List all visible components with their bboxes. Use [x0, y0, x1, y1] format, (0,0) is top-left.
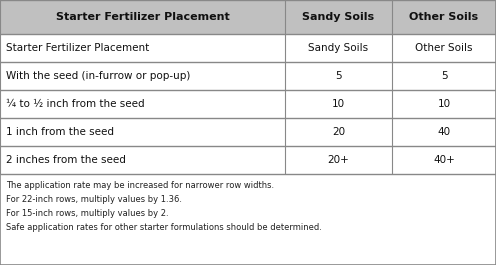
Text: Sandy Soils: Sandy Soils	[309, 43, 369, 53]
Text: 1 inch from the seed: 1 inch from the seed	[6, 127, 114, 137]
Bar	[0, 34, 285, 62]
Text: ¼ to ½ inch from the seed: ¼ to ½ inch from the seed	[6, 99, 145, 109]
Bar	[285, 0, 392, 34]
Text: 40+: 40+	[433, 155, 455, 165]
Bar	[392, 0, 496, 34]
Text: Safe application rates for other starter formulations should be determined.: Safe application rates for other starter…	[6, 223, 322, 232]
Bar	[285, 90, 392, 118]
Bar	[0, 118, 285, 146]
Bar	[392, 90, 496, 118]
Text: 20: 20	[332, 127, 345, 137]
Text: Starter Fertilizer Placement: Starter Fertilizer Placement	[56, 12, 229, 22]
Text: Other Soils: Other Soils	[415, 43, 473, 53]
Text: Other Soils: Other Soils	[409, 12, 479, 22]
Text: 10: 10	[332, 99, 345, 109]
Bar	[285, 118, 392, 146]
Bar	[392, 34, 496, 62]
Text: 40: 40	[437, 127, 450, 137]
Bar	[392, 62, 496, 90]
Text: For 22-inch rows, multiply values by 1.36.: For 22-inch rows, multiply values by 1.3…	[6, 196, 182, 205]
Bar	[0, 0, 285, 34]
Bar	[0, 62, 285, 90]
Text: 5: 5	[335, 71, 342, 81]
Text: 20+: 20+	[328, 155, 349, 165]
Bar	[0, 146, 285, 174]
Bar	[285, 146, 392, 174]
Text: Sandy Soils: Sandy Soils	[303, 12, 374, 22]
Bar	[285, 62, 392, 90]
Text: 10: 10	[437, 99, 450, 109]
Bar	[392, 146, 496, 174]
Text: The application rate may be increased for narrower row widths.: The application rate may be increased fo…	[6, 182, 274, 191]
Text: For 15-inch rows, multiply values by 2.: For 15-inch rows, multiply values by 2.	[6, 210, 169, 219]
Text: Starter Fertilizer Placement: Starter Fertilizer Placement	[6, 43, 149, 53]
Text: 5: 5	[440, 71, 447, 81]
Bar	[285, 34, 392, 62]
Text: With the seed (in-furrow or pop-up): With the seed (in-furrow or pop-up)	[6, 71, 190, 81]
Bar	[392, 118, 496, 146]
Text: 2 inches from the seed: 2 inches from the seed	[6, 155, 126, 165]
Bar	[0, 90, 285, 118]
